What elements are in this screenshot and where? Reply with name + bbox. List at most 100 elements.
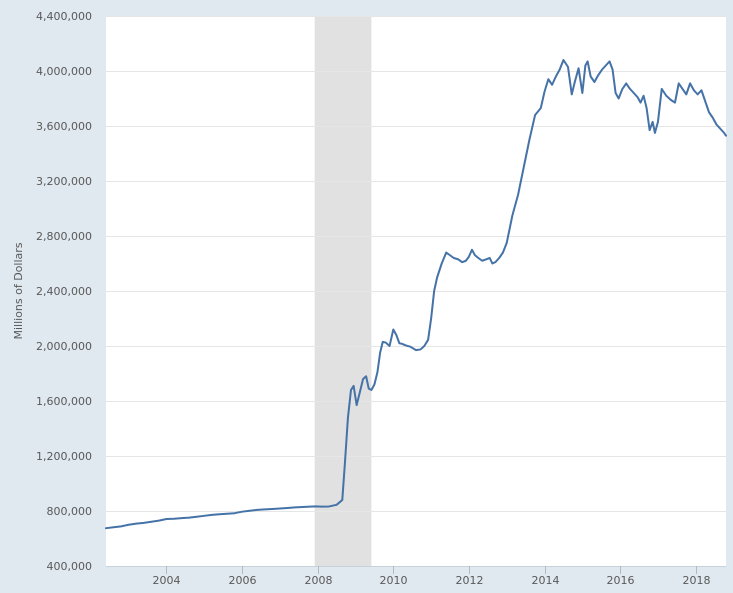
data-point bbox=[581, 92, 583, 94]
data-point bbox=[409, 346, 411, 348]
data-point bbox=[347, 417, 349, 419]
data-point bbox=[502, 252, 504, 254]
data-point bbox=[601, 69, 603, 71]
data-point bbox=[420, 348, 422, 350]
data-point bbox=[637, 96, 639, 98]
data-point bbox=[188, 517, 190, 519]
data-point bbox=[605, 65, 607, 67]
x-tick-label: 2006 bbox=[229, 574, 257, 587]
data-point bbox=[555, 76, 557, 78]
data-point bbox=[128, 524, 130, 526]
data-point bbox=[309, 506, 311, 508]
data-point bbox=[165, 518, 167, 520]
x-tick-label: 2016 bbox=[607, 574, 635, 587]
data-point bbox=[336, 504, 338, 506]
data-point bbox=[621, 88, 623, 90]
data-point bbox=[353, 385, 355, 387]
y-axis-ticks: 400,000 800,000 1,200,000 1,600,000 2,000,00… bbox=[36, 10, 92, 573]
data-point bbox=[612, 69, 614, 71]
data-point bbox=[105, 527, 107, 529]
data-point bbox=[359, 390, 361, 392]
data-point bbox=[328, 505, 330, 507]
data-point bbox=[498, 257, 500, 259]
data-point bbox=[700, 89, 702, 91]
data-point bbox=[362, 378, 364, 380]
data-point bbox=[597, 74, 599, 76]
data-point bbox=[256, 509, 258, 511]
data-point bbox=[506, 242, 508, 244]
data-point bbox=[120, 525, 122, 527]
data-point bbox=[226, 513, 228, 515]
data-point bbox=[629, 88, 631, 90]
data-point bbox=[682, 88, 684, 90]
data-point bbox=[315, 505, 317, 507]
data-point bbox=[449, 254, 451, 256]
data-point bbox=[625, 82, 627, 84]
data-point bbox=[441, 263, 443, 265]
data-point bbox=[567, 66, 569, 68]
y-tick-label: 2,400,000 bbox=[36, 285, 92, 298]
data-point bbox=[652, 121, 654, 123]
data-point bbox=[723, 132, 725, 134]
y-tick-label: 2,000,000 bbox=[36, 340, 92, 353]
y-tick-label: 1,200,000 bbox=[36, 450, 92, 463]
data-point bbox=[150, 521, 152, 523]
data-point bbox=[725, 135, 727, 137]
data-point bbox=[587, 60, 589, 62]
y-tick-label: 4,000,000 bbox=[36, 65, 92, 78]
x-axis-ticks: 2004 2006 2008 2010 2012 2014 2016 2018 bbox=[106, 566, 726, 587]
data-point bbox=[494, 261, 496, 263]
x-tick-label: 2004 bbox=[153, 574, 181, 587]
data-point bbox=[453, 257, 455, 259]
data-point bbox=[511, 214, 513, 216]
data-point bbox=[485, 258, 487, 260]
data-point bbox=[196, 516, 198, 518]
data-point bbox=[365, 375, 367, 377]
data-point bbox=[712, 117, 714, 119]
data-point bbox=[654, 132, 656, 134]
data-point bbox=[320, 506, 322, 508]
data-point bbox=[389, 345, 391, 347]
data-point bbox=[249, 510, 251, 512]
data-point bbox=[350, 389, 352, 391]
data-point bbox=[430, 318, 432, 320]
data-point bbox=[685, 93, 687, 95]
data-point bbox=[517, 194, 519, 196]
data-point bbox=[379, 352, 381, 354]
data-point bbox=[211, 514, 213, 516]
data-point bbox=[404, 344, 406, 346]
data-point bbox=[218, 513, 220, 515]
data-point bbox=[646, 107, 648, 109]
data-point bbox=[649, 129, 651, 131]
data-point bbox=[158, 520, 160, 522]
y-tick-label: 800,000 bbox=[47, 505, 93, 518]
data-point bbox=[286, 507, 288, 509]
data-point bbox=[344, 462, 346, 464]
data-point bbox=[523, 166, 525, 168]
data-point bbox=[465, 260, 467, 262]
data-point bbox=[385, 342, 387, 344]
data-point bbox=[477, 257, 479, 259]
data-point bbox=[697, 93, 699, 95]
data-point bbox=[373, 384, 375, 386]
data-point bbox=[203, 515, 205, 517]
data-point bbox=[113, 526, 115, 528]
data-point bbox=[491, 263, 493, 265]
data-point bbox=[534, 114, 536, 116]
data-point bbox=[427, 339, 429, 341]
data-point bbox=[341, 499, 343, 501]
x-tick-label: 2018 bbox=[683, 574, 711, 587]
x-tick-label: 2010 bbox=[380, 574, 408, 587]
y-tick-label: 3,200,000 bbox=[36, 175, 92, 188]
data-point bbox=[356, 404, 358, 406]
data-point bbox=[593, 81, 595, 83]
data-point bbox=[584, 65, 586, 67]
data-point bbox=[708, 111, 710, 113]
data-point bbox=[471, 249, 473, 251]
data-point bbox=[368, 388, 370, 390]
data-point bbox=[559, 69, 561, 71]
data-point bbox=[657, 121, 659, 123]
data-point bbox=[489, 257, 491, 259]
